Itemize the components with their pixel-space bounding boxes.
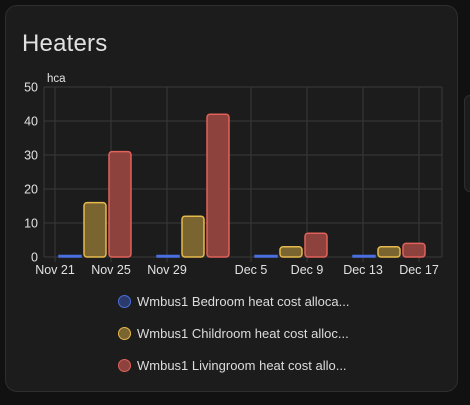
bar-livingroom (402, 242, 426, 258)
adjacent-card-edge (464, 95, 470, 192)
bar-bedroom (254, 254, 278, 258)
legend-label-bedroom: Wmbus1 Bedroom heat cost alloca... (137, 293, 350, 309)
legend-swatch-livingroom (118, 358, 131, 372)
bar-livingroom (304, 232, 328, 258)
bar-bedroom (58, 254, 82, 258)
legend-label-livingroom: Wmbus1 Livingroom heat cost allo... (137, 357, 347, 373)
x-tick-label: Nov 29 (147, 263, 187, 277)
bar-childroom (83, 201, 107, 258)
x-tick-label: Dec 13 (343, 263, 383, 277)
card-title: Heaters (22, 30, 108, 57)
y-axis-label: hca (47, 73, 66, 85)
bar-bedroom (156, 254, 180, 258)
chart-legend: Wmbus1 Bedroom heat cost alloca... Wmbus… (118, 285, 349, 381)
legend-item-childroom[interactable]: Wmbus1 Childroom heat cost alloc... (118, 317, 349, 349)
heaters-card: Heaters (5, 5, 458, 392)
bar-childroom (377, 246, 401, 258)
legend-item-livingroom[interactable]: Wmbus1 Livingroom heat cost allo... (118, 349, 349, 381)
legend-swatch-childroom (118, 326, 131, 340)
x-tick-label: Dec 5 (235, 263, 268, 277)
x-tick-label: Dec 17 (399, 263, 439, 277)
y-tick-label: 0 (31, 251, 38, 265)
y-tick-label: 40 (24, 115, 38, 129)
legend-item-bedroom[interactable]: Wmbus1 Bedroom heat cost alloca... (118, 285, 349, 317)
bar-childroom (181, 215, 205, 258)
x-tick-label: Dec 9 (291, 263, 324, 277)
bar-bedroom (352, 254, 376, 258)
y-tick-label: 50 (24, 81, 38, 95)
y-tick-label: 10 (24, 217, 38, 231)
bar-livingroom (206, 113, 230, 258)
legend-label-childroom: Wmbus1 Childroom heat cost alloc... (137, 325, 349, 341)
x-tick-label: Nov 21 (35, 263, 75, 277)
bar-livingroom (108, 150, 132, 258)
y-tick-label: 20 (24, 183, 38, 197)
x-tick-label: Nov 25 (91, 263, 131, 277)
y-tick-label: 30 (24, 149, 38, 163)
legend-swatch-bedroom (118, 294, 131, 308)
bar-childroom (279, 246, 303, 258)
